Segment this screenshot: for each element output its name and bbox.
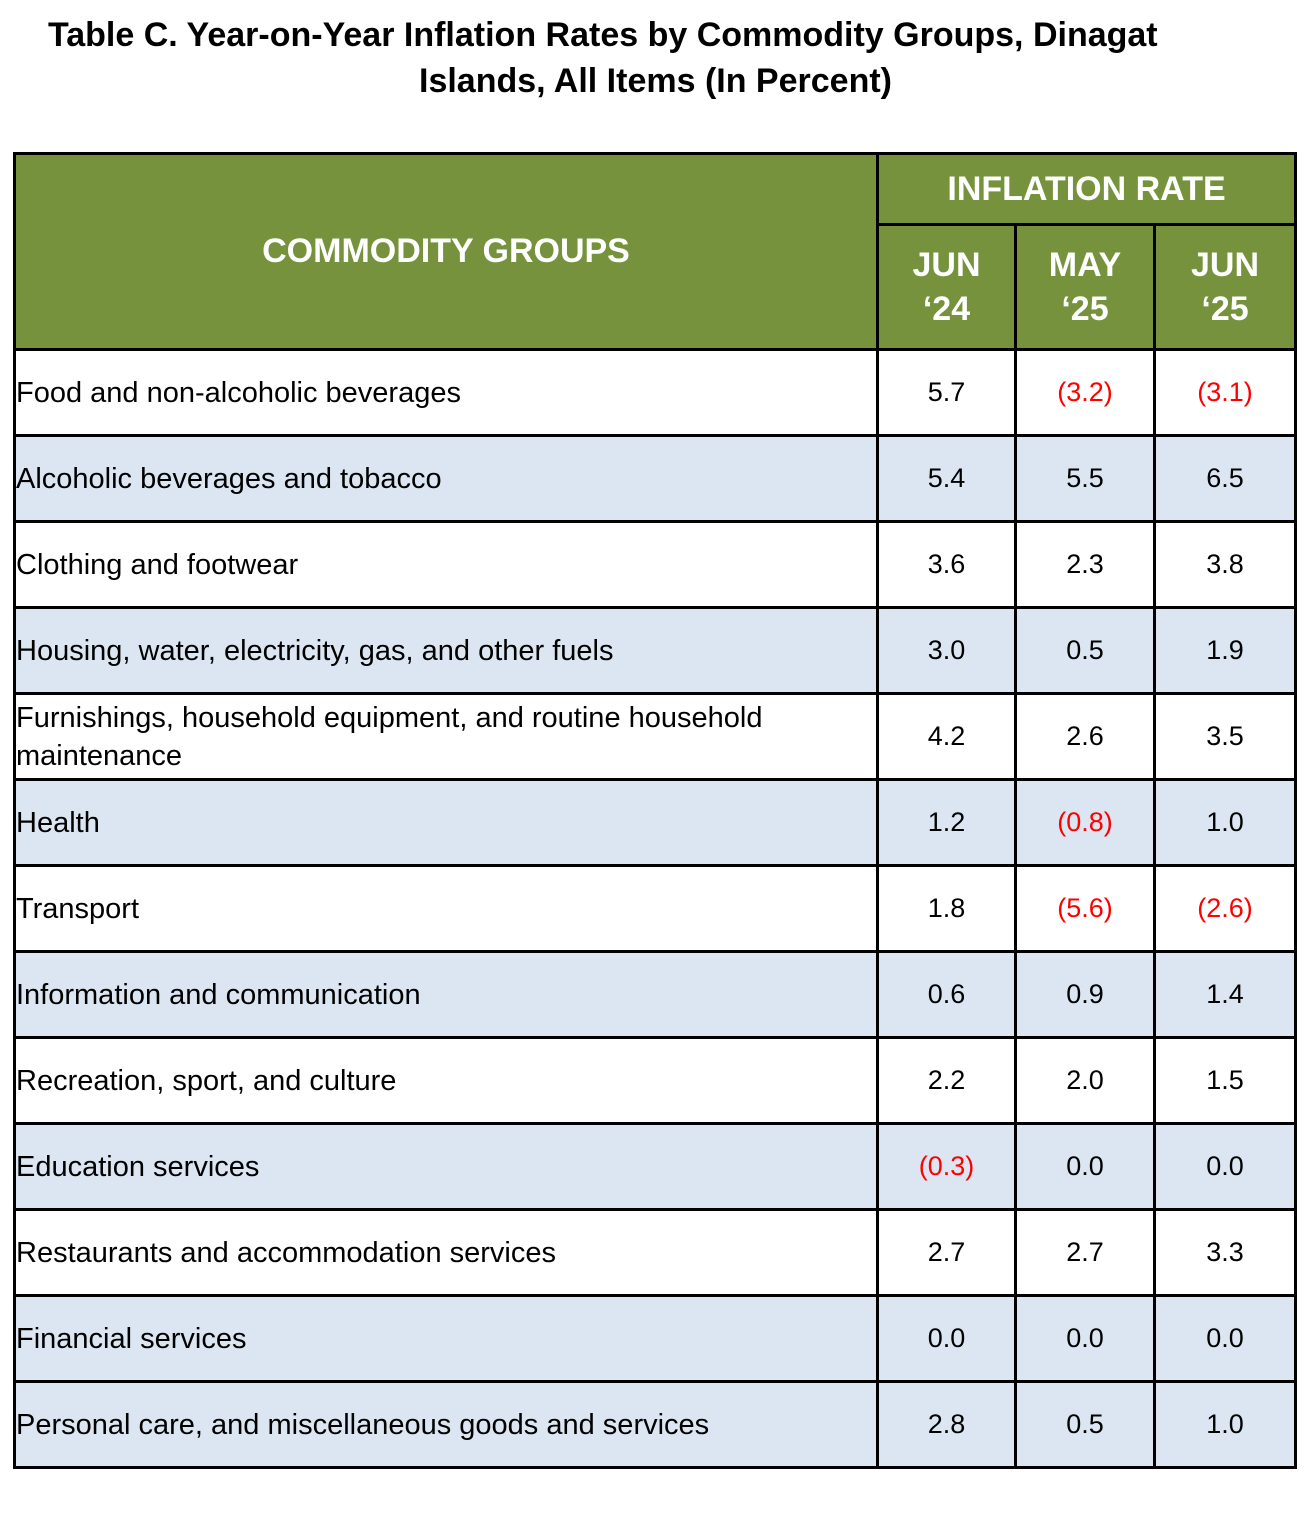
value-jun-24: 3.0 (876, 606, 1017, 695)
table-row: Health 1.2 (0.8) 1.0 (13, 778, 1298, 867)
value-may-25: 2.0 (1014, 1036, 1156, 1125)
commodity-name: Furnishings, household equipment, and ro… (13, 692, 879, 781)
value-jun-25: 0.0 (1152, 1122, 1298, 1211)
table-row: Education services (0.3) 0.0 0.0 (13, 1122, 1298, 1211)
table-row: Transport 1.8 (5.6) (2.6) (13, 864, 1298, 953)
commodity-name: Food and non-alcoholic beverages (13, 348, 879, 437)
header-period-jun-24: JUN ‘24 (876, 223, 1017, 351)
value-may-25: 0.5 (1014, 606, 1156, 695)
value-jun-25: 3.5 (1152, 692, 1298, 781)
value-jun-25: 3.8 (1152, 520, 1298, 609)
value-jun-24: 4.2 (876, 692, 1017, 781)
value-may-25: (5.6) (1014, 864, 1156, 953)
value-may-25: 0.0 (1014, 1122, 1156, 1211)
value-jun-24: (0.3) (876, 1122, 1017, 1211)
value-jun-25: 6.5 (1152, 434, 1298, 523)
table-row: Furnishings, household equipment, and ro… (13, 692, 1298, 781)
value-jun-24: 5.4 (876, 434, 1017, 523)
value-may-25: 2.7 (1014, 1208, 1156, 1297)
commodity-name: Information and communication (13, 950, 879, 1039)
inflation-table: COMMODITY GROUPS INFLATION RATE JUN ‘24 … (13, 152, 1298, 1469)
value-may-25: 0.9 (1014, 950, 1156, 1039)
value-jun-24: 2.8 (876, 1380, 1017, 1469)
commodity-name: Personal care, and miscellaneous goods a… (13, 1380, 879, 1469)
table-row: Recreation, sport, and culture 2.2 2.0 1… (13, 1036, 1298, 1125)
value-jun-25: 0.0 (1152, 1294, 1298, 1383)
commodity-name: Recreation, sport, and culture (13, 1036, 879, 1125)
header-commodity-groups: COMMODITY GROUPS (13, 152, 879, 351)
header-period-jun-25: JUN ‘25 (1152, 223, 1298, 351)
table-title-line1: Table C. Year-on-Year Inflation Rates by… (48, 16, 1158, 54)
table-row: Restaurants and accommodation services 2… (13, 1208, 1298, 1297)
value-may-25: 5.5 (1014, 434, 1156, 523)
commodity-name: Restaurants and accommodation services (13, 1208, 879, 1297)
header-period-year: ‘25 (1061, 290, 1109, 328)
commodity-name: Housing, water, electricity, gas, and ot… (13, 606, 879, 695)
header-period-may-25: MAY ‘25 (1014, 223, 1156, 351)
value-may-25: 0.0 (1014, 1294, 1156, 1383)
value-jun-24: 0.6 (876, 950, 1017, 1039)
commodity-name: Education services (13, 1122, 879, 1211)
table-row: Food and non-alcoholic beverages 5.7 (3.… (13, 348, 1298, 437)
header-period-month: JUN (912, 246, 981, 284)
table-row: Information and communication 0.6 0.9 1.… (13, 950, 1298, 1039)
value-jun-24: 2.2 (876, 1036, 1017, 1125)
value-jun-25: 1.0 (1152, 778, 1298, 867)
value-jun-24: 1.2 (876, 778, 1017, 867)
value-jun-25: (3.1) (1152, 348, 1298, 437)
table-title: Table C. Year-on-Year Inflation Rates by… (0, 12, 1307, 104)
value-jun-24: 2.7 (876, 1208, 1017, 1297)
value-may-25: 2.6 (1014, 692, 1156, 781)
value-jun-24: 3.6 (876, 520, 1017, 609)
commodity-name: Clothing and footwear (13, 520, 879, 609)
value-may-25: (0.8) (1014, 778, 1156, 867)
value-jun-24: 0.0 (876, 1294, 1017, 1383)
commodity-name: Financial services (13, 1294, 879, 1383)
table-title-line2: Islands, All Items (In Percent) (419, 62, 892, 100)
header-inflation-rate: INFLATION RATE (875, 152, 1298, 226)
commodity-name: Alcoholic beverages and tobacco (13, 434, 879, 523)
header-period-month: JUN (1190, 246, 1260, 284)
table-row: Personal care, and miscellaneous goods a… (13, 1380, 1298, 1469)
value-jun-24: 5.7 (876, 348, 1017, 437)
commodity-name: Transport (13, 864, 879, 953)
table-row: Clothing and footwear 3.6 2.3 3.8 (13, 520, 1298, 609)
header-period-year: ‘25 (1201, 290, 1249, 328)
value-jun-25: 3.3 (1152, 1208, 1298, 1297)
value-jun-25: 1.9 (1152, 606, 1298, 695)
table-row: Housing, water, electricity, gas, and ot… (13, 606, 1298, 695)
table-row: Alcoholic beverages and tobacco 5.4 5.5 … (13, 434, 1298, 523)
value-jun-25: 1.0 (1152, 1380, 1298, 1469)
value-jun-25: (2.6) (1152, 864, 1298, 953)
table-row: Financial services 0.0 0.0 0.0 (13, 1294, 1298, 1383)
value-jun-25: 1.4 (1152, 950, 1298, 1039)
header-period-year: ‘24 (922, 290, 971, 328)
value-may-25: 2.3 (1014, 520, 1156, 609)
commodity-name: Health (13, 778, 879, 867)
value-jun-25: 1.5 (1152, 1036, 1298, 1125)
value-may-25: (3.2) (1014, 348, 1156, 437)
value-may-25: 0.5 (1014, 1380, 1156, 1469)
header-period-month: MAY (1048, 246, 1122, 284)
value-jun-24: 1.8 (876, 864, 1017, 953)
